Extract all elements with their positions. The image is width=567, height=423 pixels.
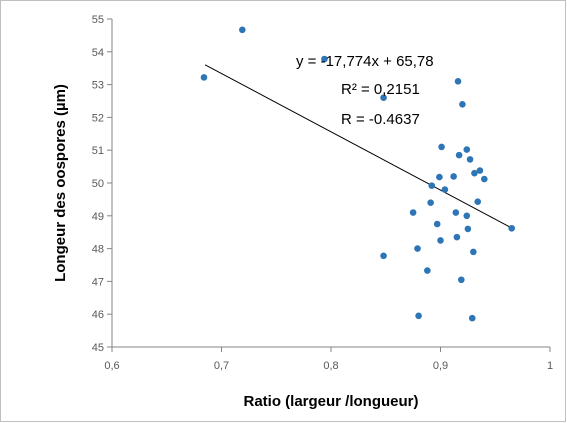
data-point	[454, 78, 462, 85]
data-point	[436, 173, 443, 181]
y-tick-label: 46	[92, 309, 104, 321]
y-tick-label: 48	[92, 244, 104, 256]
x-tick-label: 0,9	[433, 360, 448, 372]
data-point	[466, 156, 474, 163]
data-point	[441, 186, 449, 193]
regression-annotation: R² = 0,2151	[341, 81, 420, 98]
data-point	[437, 237, 444, 244]
data-point	[438, 143, 445, 151]
data-point	[463, 212, 471, 220]
annotations: y = -17,774x + 65,78 R² = 0,2151 R = -0.46…	[296, 53, 434, 128]
x-tick-label: 0,8	[323, 360, 338, 372]
data-point	[463, 146, 471, 153]
data-point	[481, 175, 488, 183]
data-points	[200, 26, 515, 322]
data-point	[380, 94, 387, 102]
data-point	[433, 220, 441, 228]
data-point	[428, 182, 436, 189]
data-point	[458, 276, 465, 284]
data-point	[468, 314, 476, 322]
data-point	[508, 224, 515, 232]
y-tick-label: 55	[92, 14, 104, 26]
y-tick-label: 50	[92, 178, 104, 190]
y-tick-label: 52	[92, 112, 104, 124]
data-point	[450, 173, 457, 180]
data-point	[321, 55, 328, 63]
x-axis-title: Ratio (largeur /longueur)	[243, 393, 418, 410]
y-tick-label: 45	[92, 342, 104, 354]
data-point	[409, 209, 417, 216]
x-tick-label: 0,6	[104, 360, 119, 372]
data-point	[455, 151, 463, 159]
y-tick-label: 53	[92, 80, 104, 92]
x-tick-label: 1	[547, 360, 553, 372]
data-point	[414, 245, 421, 252]
data-point	[459, 100, 466, 108]
data-point	[239, 26, 246, 34]
data-point	[464, 225, 472, 233]
y-tick-label: 47	[92, 276, 104, 288]
y-tick-label: 51	[92, 145, 104, 157]
y-tick-label: 49	[92, 211, 104, 223]
regression-annotation: R = -0.4637	[341, 111, 420, 128]
regression-annotation: y = -17,774x + 65,78	[296, 53, 434, 70]
data-point	[452, 209, 460, 216]
trendline-layer	[204, 64, 512, 229]
y-axis-title: Longeur des oospores (µm)	[52, 84, 69, 282]
data-point	[427, 199, 434, 206]
data-point	[470, 248, 477, 256]
data-point	[474, 198, 482, 205]
data-point	[200, 74, 208, 81]
data-point	[380, 252, 387, 260]
data-point	[453, 233, 461, 241]
plot-area: 45 46 47 48 49 50 51 52 53 54 55 0,6 0,7 0,8 0,9 1	[92, 14, 553, 372]
data-point	[471, 169, 478, 177]
data-point	[415, 312, 422, 320]
data-point	[476, 167, 484, 174]
trendline	[204, 64, 512, 229]
x-tick-label: 0,7	[214, 360, 229, 372]
y-tick-label: 54	[92, 47, 104, 59]
data-point	[424, 267, 431, 274]
